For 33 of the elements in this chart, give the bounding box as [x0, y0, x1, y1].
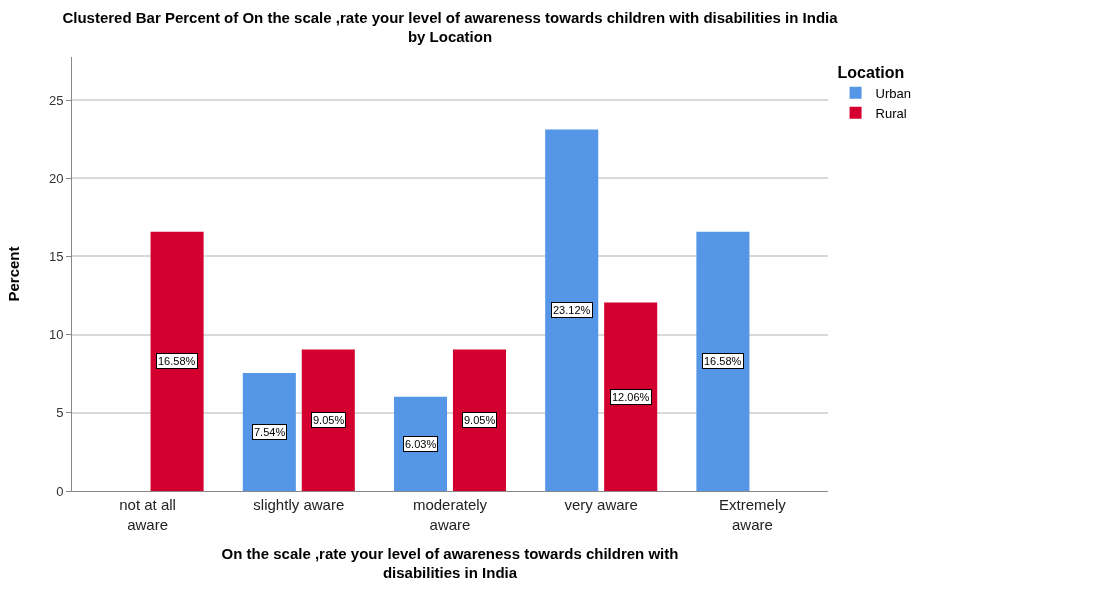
x-tick-label: very aware — [564, 496, 638, 513]
y-tick-label: 25 — [48, 92, 64, 108]
bar — [452, 349, 507, 491]
legend-title: Location — [837, 63, 905, 81]
data-label: 9.05% — [313, 414, 345, 426]
data-label: 12.06% — [612, 391, 650, 403]
bar — [393, 396, 448, 491]
y-tick-label: 10 — [48, 327, 64, 343]
data-label: 16.58% — [158, 355, 196, 367]
data-label: 16.58% — [704, 355, 742, 367]
y-tick-label: 15 — [48, 248, 64, 264]
x-tick-label: slightly aware — [253, 496, 345, 513]
legend-label: Urban — [875, 85, 911, 101]
bar — [545, 129, 599, 491]
y-tick-label: 20 — [48, 170, 64, 186]
bar — [604, 302, 658, 491]
data-label: 23.12% — [553, 304, 591, 316]
x-tick-label: Extremely aware — [719, 496, 787, 533]
bar — [150, 231, 204, 491]
data-label: 6.03% — [405, 438, 437, 450]
y-axis-title: Percent — [5, 246, 23, 302]
legend-label: Rural — [875, 105, 907, 121]
y-tick-label: 5 — [56, 405, 64, 421]
bar — [301, 349, 355, 491]
x-axis-title: On the scale ,rate your level of awareness towards children with disabilities in India — [221, 544, 679, 581]
y-tick-label: 0 — [56, 483, 64, 499]
x-tick-label: not at all aware — [119, 496, 176, 533]
x-tick-label: moderately aware — [412, 496, 488, 533]
data-label: 9.05% — [464, 414, 496, 426]
data-label: 7.54% — [254, 426, 286, 438]
chart-title: Clustered Bar Percent of On the scale ,rate your level of awareness towards children with disabilities in India by Location — [62, 8, 839, 46]
bar — [242, 373, 296, 491]
bar — [696, 231, 750, 491]
